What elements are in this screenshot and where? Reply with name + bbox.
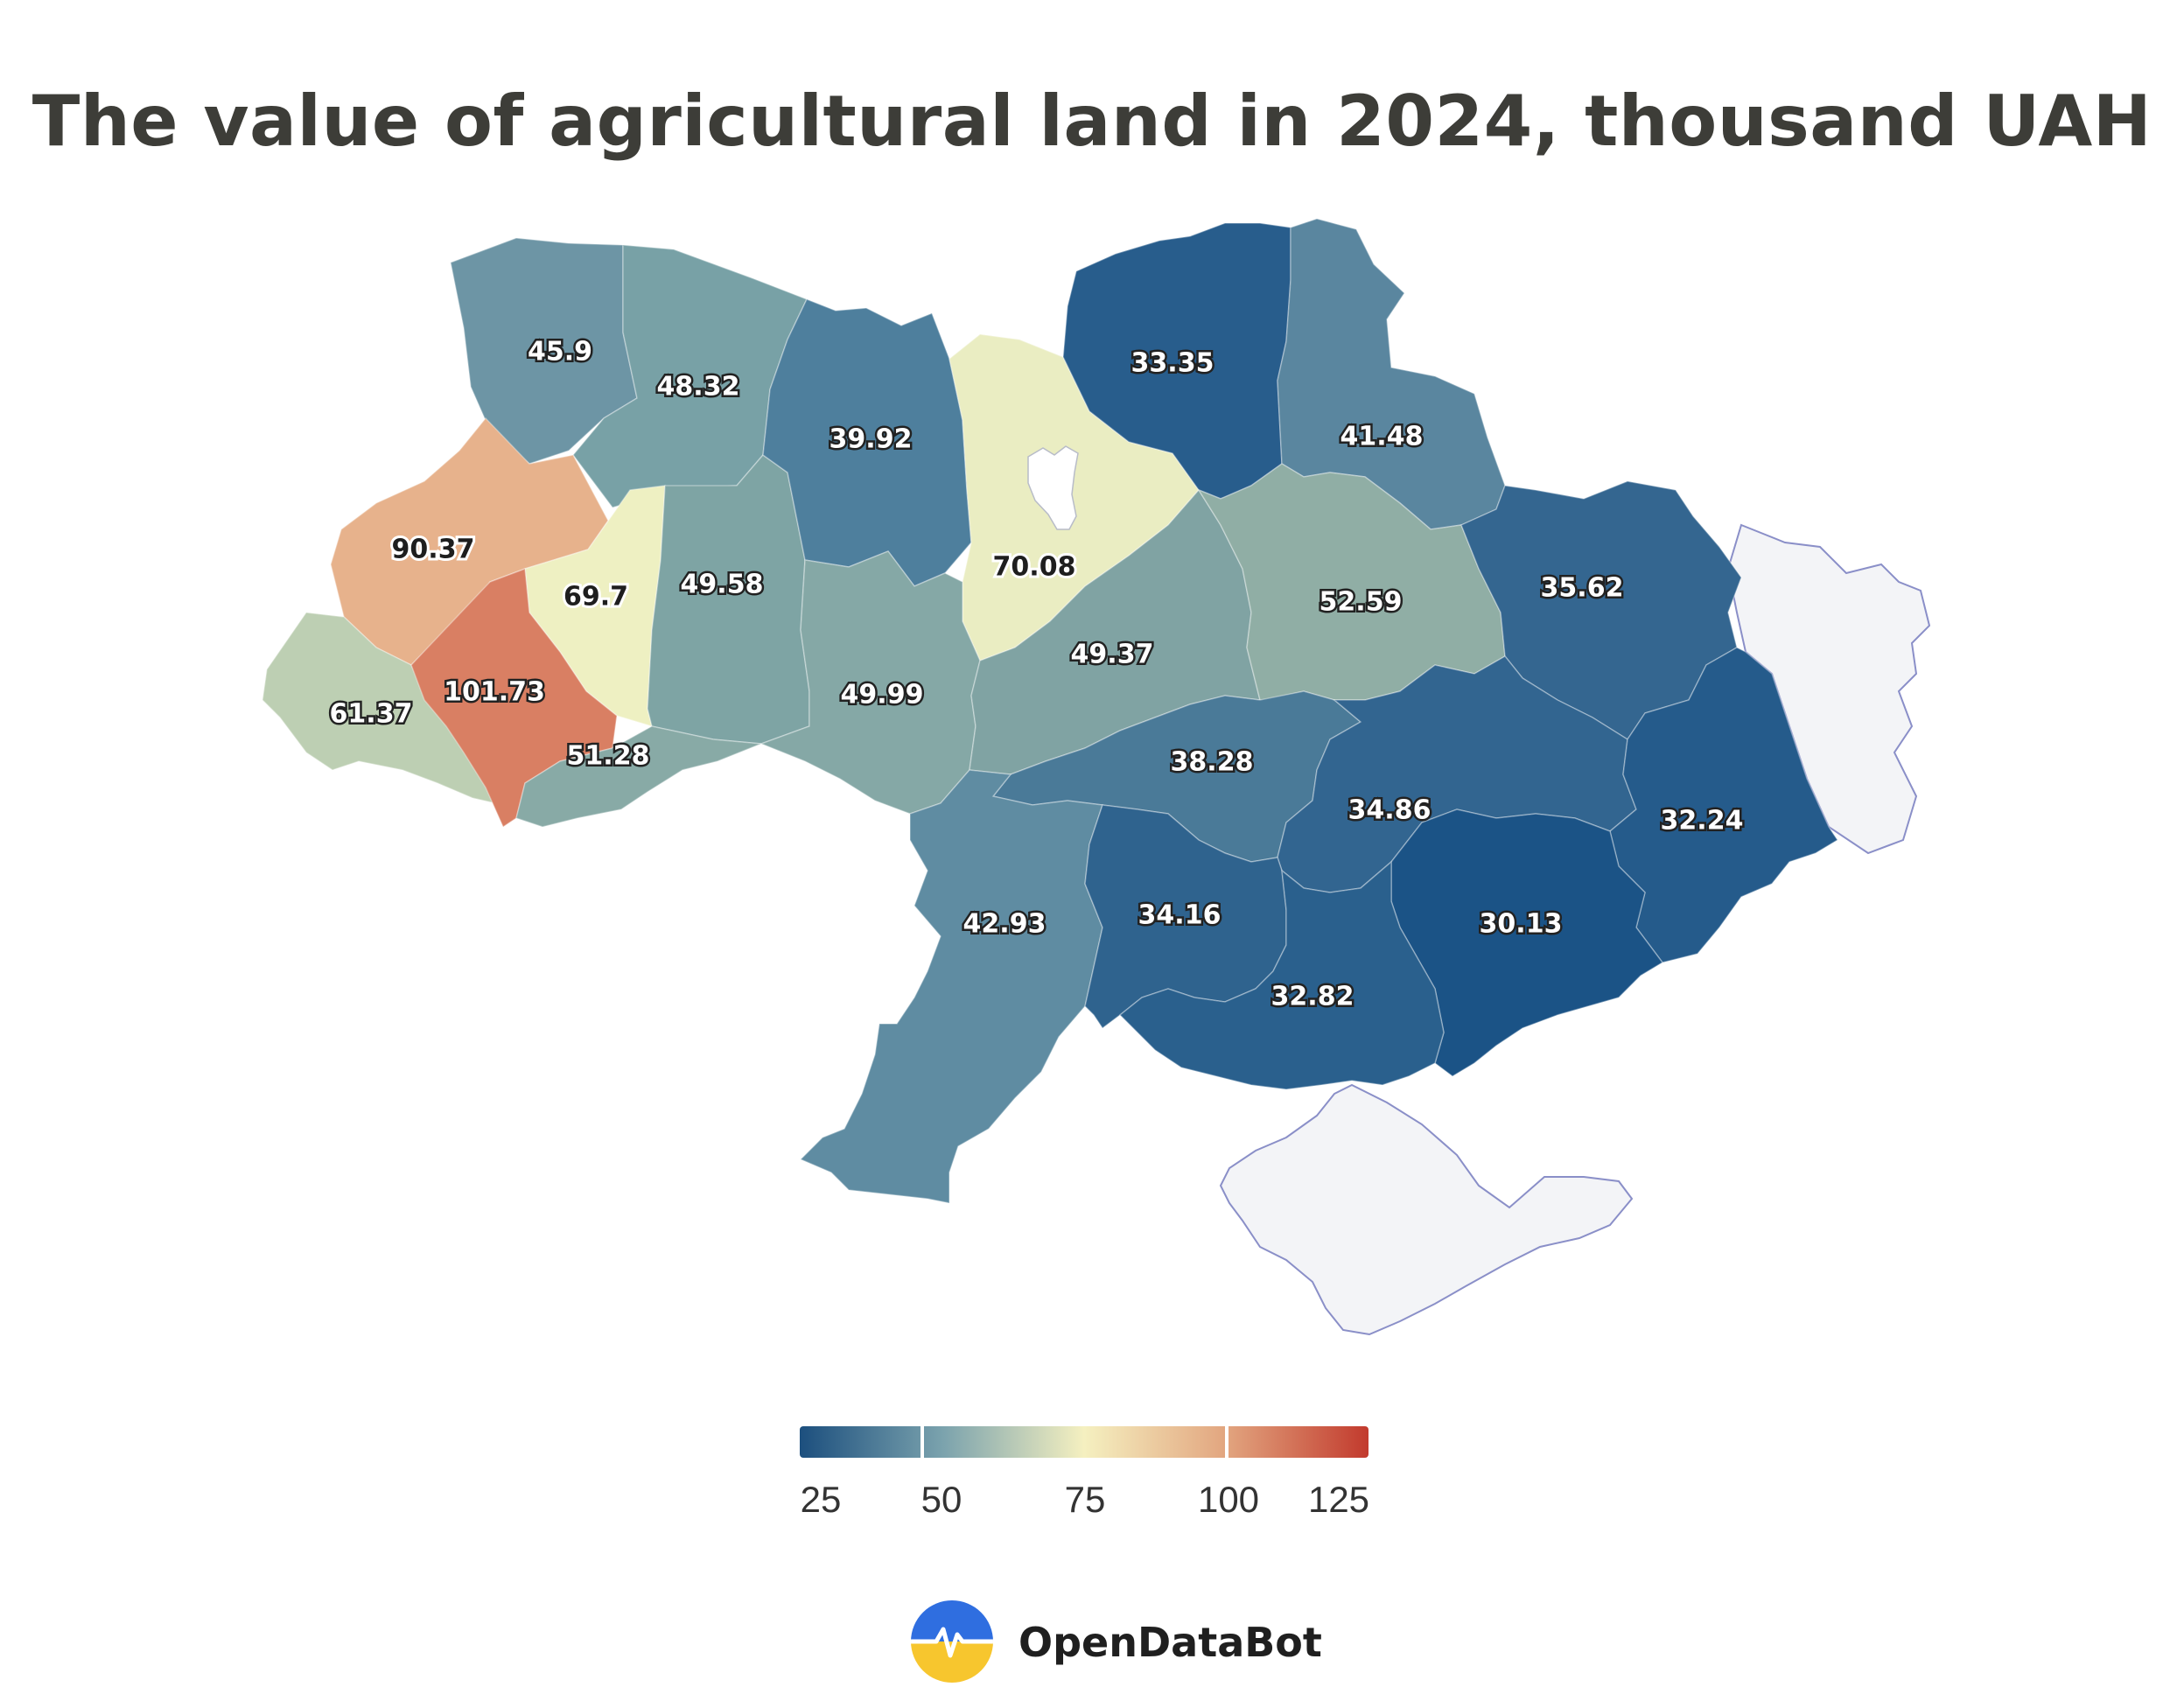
region-label-donetsk: 32.24 [1661, 806, 1744, 836]
region-label-kherson: 32.82 [1271, 982, 1354, 1012]
region-odesa [799, 769, 1104, 1204]
region-label-poltava: 52.59 [1320, 587, 1403, 618]
region-label-rivne: 48.32 [657, 372, 740, 402]
region-label-mykolaiv: 34.16 [1138, 900, 1222, 931]
region-label-zakarpattia: 61.37 [330, 699, 413, 730]
region-label-kharkiv: 35.62 [1541, 573, 1624, 604]
region-label-zhytomyr: 39.92 [830, 424, 913, 455]
region-label-zaporizhzhia: 30.13 [1480, 909, 1563, 940]
region-zaporizhzhia [1390, 808, 1664, 1077]
region-label-dnipropetrovsk: 34.86 [1348, 795, 1432, 826]
region-label-odesa: 42.93 [963, 909, 1046, 940]
opendatabot-logo-icon [911, 1600, 993, 1683]
legend-tick-75: 75 [1064, 1479, 1106, 1520]
region-label-kirovohrad: 38.28 [1171, 747, 1254, 778]
brand-name: OpenDataBot [1018, 1619, 1322, 1666]
region-label-chernivtsi: 51.28 [567, 741, 650, 772]
region-label-kyiv: 70.08 [993, 552, 1076, 583]
map-title: The value of agricultural land in 2024, … [32, 80, 2152, 162]
legend-separator [1225, 1426, 1228, 1458]
region-chernivtsi [515, 725, 762, 828]
legend-color-scale [800, 1426, 1368, 1458]
region-label-ternopil: 69.7 [564, 582, 628, 612]
legend-tick-100: 100 [1197, 1479, 1260, 1520]
region-label-khmelnytskyi: 49.58 [681, 570, 764, 600]
region-kherson [1118, 860, 1445, 1090]
region-label-chernihiv: 33.35 [1131, 348, 1214, 379]
region-label-vinnytsia: 49.99 [841, 680, 924, 710]
region-label-cherkasy: 49.37 [1071, 640, 1154, 670]
legend-separator [920, 1426, 924, 1458]
legend-tick-50: 50 [920, 1479, 962, 1520]
region-label-ivano-frankivsk: 101.73 [444, 677, 545, 708]
region-crimea [1219, 1083, 1634, 1336]
region-label-volyn: 45.9 [528, 337, 592, 368]
region-label-sumy: 41.48 [1340, 422, 1424, 452]
region-label-lviv: 90.37 [392, 535, 475, 565]
legend-tick-25: 25 [800, 1479, 842, 1520]
legend-tick-125: 125 [1307, 1479, 1370, 1520]
region-zakarpattia [262, 612, 505, 807]
region-luhansk [1726, 523, 1931, 855]
city-kyiv [1027, 445, 1079, 530]
